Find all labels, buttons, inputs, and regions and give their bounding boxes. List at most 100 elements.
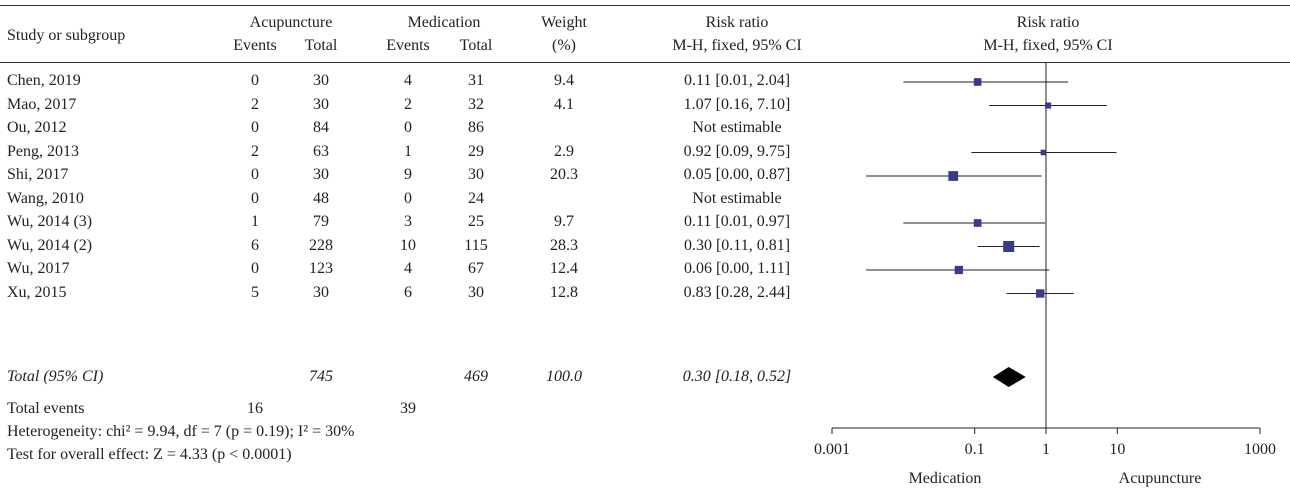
med-events: 1 [404, 142, 412, 160]
acu-events: 5 [251, 283, 259, 301]
header-plot-method: M-H, fixed, 95% CI [983, 37, 1113, 54]
med-total: 86 [468, 119, 484, 136]
acu-total: 228 [309, 236, 333, 254]
total-med-total: 469 [464, 368, 488, 385]
rr-ci: 1.07 [0.16, 7.10] [683, 95, 791, 113]
acu-total: 30 [313, 72, 329, 89]
acu-events: 0 [251, 119, 259, 136]
med-total: 32 [468, 95, 484, 113]
rr-ci: 0.11 [0.01, 0.97] [683, 213, 791, 230]
favours-left-label: Medication [908, 470, 982, 487]
med-total: 29 [468, 142, 484, 160]
med-total: 25 [468, 213, 484, 230]
acu-events: 0 [251, 72, 259, 89]
acu-total: 123 [309, 260, 333, 277]
x-tick-label: 0.001 [814, 441, 850, 458]
top-rule [0, 5, 1290, 6]
acu-events: 6 [251, 236, 259, 254]
x-tick-label: 1000 [1244, 441, 1276, 458]
x-tick-label: 10 [1109, 441, 1125, 458]
acu-events: 2 [251, 95, 259, 113]
acu-events: 0 [251, 260, 259, 277]
rr-ci: 0.30 [0.11, 0.81] [683, 236, 791, 254]
study-name: Shi, 2017 [7, 166, 69, 183]
study-name: Wu, 2014 (3) [7, 213, 93, 230]
total-rr: 0.30 [0.18, 0.52] [682, 368, 792, 385]
pooled-estimate-diamond [992, 367, 1026, 387]
x-tick-label: 0.1 [965, 441, 985, 458]
med-total: 30 [468, 166, 484, 183]
point-estimate-marker [1045, 102, 1052, 109]
med-events: 0 [404, 189, 412, 207]
weight: 2.9 [554, 142, 574, 160]
header-acu-events: Events [233, 37, 277, 54]
acu-total: 79 [313, 213, 329, 230]
acu-events: 0 [251, 166, 259, 183]
med-total: 24 [468, 189, 484, 207]
acu-events: 2 [251, 142, 259, 160]
header-med-events: Events [386, 37, 430, 54]
total-events-label: Total events [7, 400, 85, 417]
total-weight: 100.0 [546, 368, 582, 385]
rr-ci: 0.11 [0.01, 2.04] [683, 72, 791, 89]
header-acu-total: Total [304, 37, 338, 54]
acu-total: 84 [313, 119, 329, 136]
med-events: 0 [404, 119, 412, 136]
med-events: 6 [404, 283, 412, 301]
weight: 20.3 [550, 166, 578, 183]
study-name: Peng, 2013 [7, 142, 79, 160]
rr-ci: 0.83 [0.28, 2.44] [683, 283, 791, 301]
acu-total: 30 [313, 166, 329, 183]
study-name: Wu, 2014 (2) [7, 236, 93, 254]
study-name: Xu, 2015 [7, 283, 67, 301]
point-estimate-marker [1003, 241, 1015, 252]
point-estimate-marker [1040, 149, 1047, 156]
acu-total: 30 [313, 95, 329, 113]
point-estimate-marker [948, 171, 959, 181]
total-label: Total (95% CI) [7, 368, 104, 385]
acu-events: 1 [251, 213, 259, 230]
weight: 28.3 [550, 236, 578, 254]
favours-right-label: Acupuncture [1118, 470, 1202, 487]
study-name: Ou, 2012 [7, 119, 67, 136]
med-total: 30 [468, 283, 484, 301]
study-name: Mao, 2017 [7, 95, 77, 113]
point-estimate-marker [954, 265, 963, 275]
study-name: Wang, 2010 [7, 189, 84, 207]
acu-total: 48 [313, 189, 329, 207]
rr-ci: 0.05 [0.00, 0.87] [683, 166, 791, 183]
weight: 4.1 [554, 95, 574, 113]
point-estimate-marker [973, 78, 982, 86]
overall-effect-text: Test for overall effect: Z = 4.33 (p < 0… [7, 446, 292, 463]
rr-ci: 0.06 [0.00, 1.11] [683, 260, 791, 277]
rr-ci: 0.92 [0.09, 9.75] [683, 142, 791, 160]
med-total: 67 [468, 260, 484, 277]
header-rr-method: M-H, fixed, 95% CI [672, 37, 802, 54]
header-plot-title: Risk ratio [1016, 14, 1080, 31]
rr-ci: Not estimable [692, 119, 782, 136]
med-events: 4 [404, 260, 412, 277]
weight: 9.4 [554, 72, 574, 89]
acu-total: 30 [313, 283, 329, 301]
acu-total: 63 [313, 142, 329, 160]
med-total: 31 [468, 72, 484, 89]
header-rr: Risk ratio [705, 14, 769, 31]
point-estimate-marker [973, 219, 982, 227]
rr-ci: Not estimable [692, 189, 782, 207]
med-events: 10 [400, 236, 416, 254]
med-events: 2 [404, 95, 412, 113]
acu-events: 0 [251, 189, 259, 207]
header-study: Study or subgroup [7, 27, 126, 44]
total-acu-total: 745 [309, 368, 333, 385]
header-weight: Weight [541, 14, 587, 31]
study-name: Chen, 2019 [7, 72, 81, 89]
header-weight-unit: (%) [552, 37, 576, 54]
study-name: Wu, 2017 [7, 260, 70, 277]
header-group1: Acupuncture [249, 14, 333, 31]
header-med-total: Total [459, 37, 493, 54]
med-total: 115 [464, 236, 488, 254]
total-events-acu: 16 [247, 400, 263, 417]
weight: 9.7 [554, 213, 574, 230]
total-events-med: 39 [400, 400, 416, 417]
